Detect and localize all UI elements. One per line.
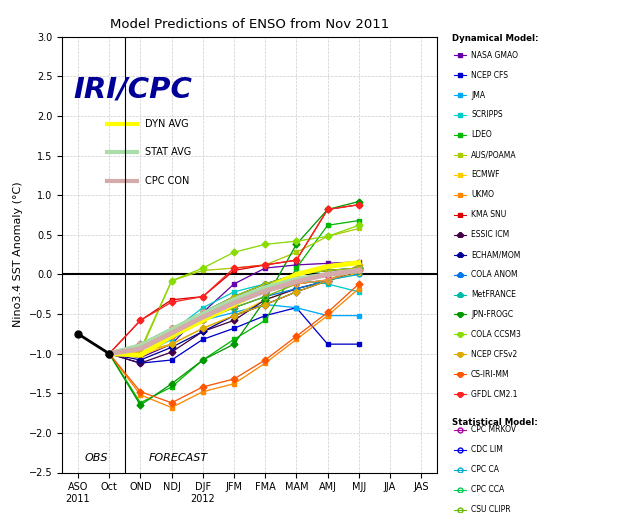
Text: IRI/CPC: IRI/CPC xyxy=(74,76,193,104)
Text: NCEP CFS: NCEP CFS xyxy=(471,70,508,80)
Text: OBS: OBS xyxy=(85,453,109,463)
Text: JMA: JMA xyxy=(471,90,485,100)
Text: Statistical Model:: Statistical Model: xyxy=(452,418,538,427)
Text: CPC MRKOV: CPC MRKOV xyxy=(471,425,516,435)
Text: CSU CLIPR: CSU CLIPR xyxy=(471,505,511,514)
Text: CS-IRI-MM: CS-IRI-MM xyxy=(471,370,510,379)
Text: COLA CCSM3: COLA CCSM3 xyxy=(471,330,521,339)
Text: LDEO: LDEO xyxy=(471,130,492,140)
Title: Model Predictions of ENSO from Nov 2011: Model Predictions of ENSO from Nov 2011 xyxy=(110,18,389,31)
Text: ECHAM/MOM: ECHAM/MOM xyxy=(471,250,520,259)
Text: ECMWF: ECMWF xyxy=(471,170,500,180)
Text: NCEP CFSv2: NCEP CFSv2 xyxy=(471,350,517,359)
Text: SCRIPPS: SCRIPPS xyxy=(471,110,503,120)
Text: NASA GMAO: NASA GMAO xyxy=(471,50,518,60)
Text: KMA SNU: KMA SNU xyxy=(471,210,506,219)
Y-axis label: Nino3.4 SST Anomaly (°C): Nino3.4 SST Anomaly (°C) xyxy=(14,182,24,328)
Text: FORECAST: FORECAST xyxy=(149,453,207,463)
Text: MetFRANCE: MetFRANCE xyxy=(471,290,516,299)
Text: DYN AVG: DYN AVG xyxy=(145,119,188,129)
Text: AUS/POAMA: AUS/POAMA xyxy=(471,150,517,160)
Text: CPC CA: CPC CA xyxy=(471,465,499,475)
Text: UKMO: UKMO xyxy=(471,190,494,200)
Text: CPC CON: CPC CON xyxy=(145,175,189,185)
Text: ESSIC ICM: ESSIC ICM xyxy=(471,230,509,239)
Text: GFDL CM2.1: GFDL CM2.1 xyxy=(471,390,518,399)
Text: CPC CCA: CPC CCA xyxy=(471,485,504,495)
Text: CDC LIM: CDC LIM xyxy=(471,445,503,455)
Text: JPN-FROGC: JPN-FROGC xyxy=(471,310,514,319)
Text: STAT AVG: STAT AVG xyxy=(145,147,191,157)
Text: COLA ANOM: COLA ANOM xyxy=(471,270,518,279)
Text: Dynamical Model:: Dynamical Model: xyxy=(452,34,539,43)
